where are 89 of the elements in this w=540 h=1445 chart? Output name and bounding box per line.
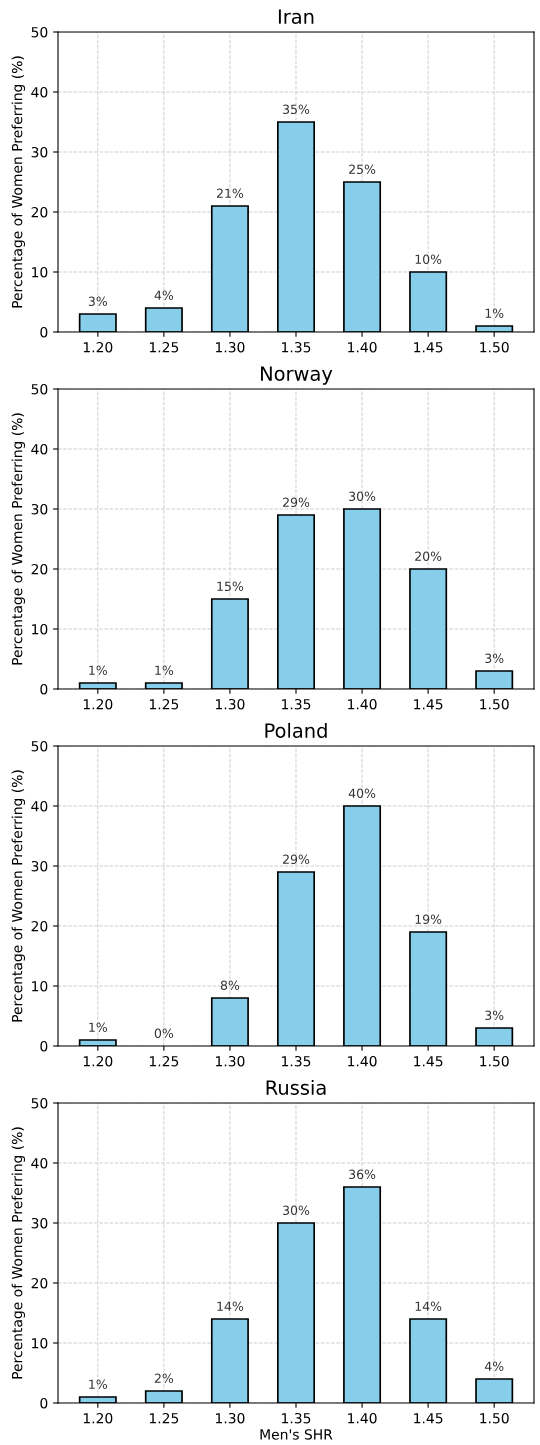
data-label: 30% <box>349 491 376 502</box>
x-tick-label: 1.50 <box>480 1055 509 1067</box>
x-tick-label: 1.40 <box>348 698 377 710</box>
x-tick-label: 1.25 <box>149 341 179 353</box>
y-tick-label: 50 <box>31 383 48 395</box>
x-tick-label: 1.40 <box>348 341 377 353</box>
x-tick-label: 1.20 <box>83 1412 113 1424</box>
x-tick-label: 1.35 <box>282 341 311 353</box>
y-tick-label: 0 <box>40 1397 48 1409</box>
x-tick-label: 1.45 <box>414 1413 443 1424</box>
x-tick-label: 1.30 <box>216 1055 245 1067</box>
data-label: 1% <box>155 665 174 676</box>
y-tick-label: 0 <box>40 326 48 338</box>
data-label: 35% <box>283 104 310 115</box>
data-label: 30% <box>283 1205 310 1216</box>
y-tick-label: 30 <box>31 860 48 872</box>
data-label: 14% <box>217 1301 244 1312</box>
data-label: 25% <box>349 164 376 175</box>
data-label: 4% <box>154 290 174 301</box>
x-tick-label: 1.45 <box>414 342 443 353</box>
x-tick-label: 1.35 <box>282 1055 311 1067</box>
y-tick-label: 20 <box>31 563 48 575</box>
x-tick-label: 1.40 <box>348 1055 377 1067</box>
chart-title: Russia <box>266 1079 326 1095</box>
data-label: 3% <box>485 1010 504 1021</box>
y-tick-label: 20 <box>31 920 48 932</box>
data-label: 1% <box>89 1379 108 1390</box>
y-axis-title: Percentage of Women Preferring (%) <box>11 1127 26 1379</box>
y-tick-label: 10 <box>32 980 48 992</box>
x-tick-label: 1.50 <box>480 341 509 353</box>
x-axis-title: Men's SHR <box>260 1429 333 1440</box>
x-tick-label: 1.45 <box>414 699 443 710</box>
y-tick-label: 40 <box>31 86 48 98</box>
x-tick-label: 1.50 <box>480 698 509 710</box>
y-axis-title: Percentage of Women Preferring (%) <box>11 56 26 308</box>
y-axis-title: Percentage of Women Preferring (%) <box>11 413 26 665</box>
x-tick-label: 1.20 <box>83 1055 113 1067</box>
chart-title: Norway <box>261 366 333 385</box>
y-axis-title: Percentage of Women Preferring (%) <box>11 770 26 1022</box>
data-label: 21% <box>216 188 244 199</box>
x-tick-label: 1.25 <box>149 1055 179 1067</box>
x-tick-label: 1.35 <box>282 1412 311 1424</box>
x-tick-label: 1.40 <box>348 1412 377 1424</box>
x-tick-label: 1.30 <box>216 698 245 710</box>
data-label: 2% <box>154 1373 174 1384</box>
y-tick-label: 40 <box>31 443 48 455</box>
y-tick-label: 20 <box>31 206 48 218</box>
data-label: 1% <box>89 665 108 676</box>
data-label: 0% <box>154 1028 174 1039</box>
data-label: 20% <box>415 551 442 562</box>
y-tick-label: 10 <box>32 1337 48 1349</box>
data-label: 1% <box>485 308 504 319</box>
x-tick-label: 1.30 <box>216 341 245 353</box>
chart-title: Iran <box>278 9 314 24</box>
data-label: 1% <box>89 1022 108 1033</box>
data-label: 15% <box>217 581 244 592</box>
y-tick-label: 30 <box>31 146 48 158</box>
y-tick-label: 10 <box>32 266 48 278</box>
y-tick-label: 50 <box>31 740 48 752</box>
x-tick-label: 1.25 <box>149 698 179 710</box>
y-tick-label: 40 <box>31 1157 48 1169</box>
data-label: 40% <box>348 788 376 799</box>
data-label: 8% <box>220 980 240 991</box>
y-tick-label: 40 <box>31 800 48 812</box>
x-tick-label: 1.50 <box>480 1412 509 1424</box>
x-tick-label: 1.35 <box>282 698 311 710</box>
data-label: 36% <box>349 1169 376 1180</box>
y-tick-label: 0 <box>40 1040 48 1052</box>
chart-title: Poland <box>265 722 327 738</box>
y-tick-label: 20 <box>31 1277 48 1289</box>
y-tick-label: 30 <box>31 503 48 515</box>
x-tick-label: 1.25 <box>149 1412 179 1424</box>
data-label: 10% <box>415 254 442 265</box>
x-tick-label: 1.45 <box>414 1056 443 1067</box>
data-label: 3% <box>88 296 108 307</box>
data-label: 29% <box>283 854 310 865</box>
data-label: 3% <box>485 653 504 664</box>
y-tick-label: 50 <box>31 1097 48 1109</box>
x-tick-label: 1.20 <box>83 698 113 710</box>
data-label: 14% <box>415 1301 442 1312</box>
data-label: 4% <box>484 1361 504 1372</box>
y-tick-label: 0 <box>40 683 48 695</box>
x-tick-label: 1.30 <box>216 1412 245 1424</box>
data-label: 29% <box>283 497 310 508</box>
data-label: 19% <box>415 914 442 925</box>
y-tick-label: 50 <box>31 26 48 38</box>
y-tick-label: 10 <box>32 623 48 635</box>
x-tick-label: 1.20 <box>83 341 113 353</box>
y-tick-label: 30 <box>31 1217 48 1229</box>
